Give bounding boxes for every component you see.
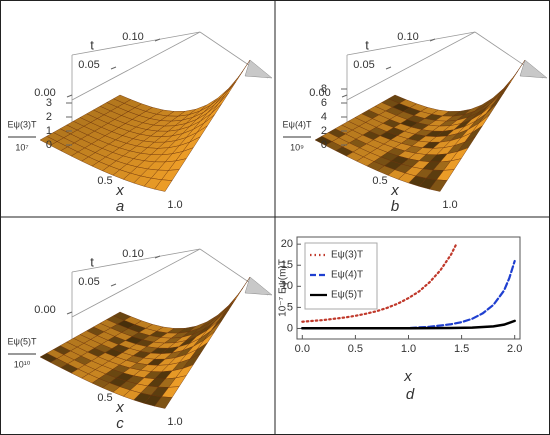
legend-label: Eψ(4)T: [331, 270, 363, 281]
series-line: [301, 259, 516, 330]
surface-flap: [519, 59, 548, 79]
surface-patch: [217, 298, 237, 322]
panel-label: c: [116, 415, 124, 432]
surface-patch: [496, 75, 515, 98]
t-tick-label: 0.10: [397, 31, 418, 43]
panel-label: d: [406, 386, 415, 403]
surface-patch: [154, 179, 173, 192]
x-tick-label: 0.5: [348, 343, 363, 355]
legend-label: Eψ(3)T: [331, 250, 363, 261]
x-tick-label: 2.0: [507, 343, 522, 355]
surface-patch: [224, 70, 244, 96]
z-axis-scale: 10⁹: [290, 142, 304, 152]
panel-label: a: [116, 198, 124, 215]
t-tick: [110, 283, 117, 287]
z-axis-scale: 10¹⁰: [14, 359, 31, 369]
y-tick-label: 15: [281, 259, 293, 271]
surface-patch: [492, 81, 512, 105]
z-axis-scale: 10⁷: [15, 142, 28, 152]
y-tick-label: 20: [281, 238, 293, 250]
z-tick-label: 2: [46, 111, 52, 123]
t-tick: [110, 66, 117, 70]
series-line: [301, 243, 458, 323]
x-axis-label: x: [115, 399, 124, 416]
box-edge: [346, 31, 476, 56]
t-tick: [341, 94, 348, 98]
t-tick: [66, 94, 73, 98]
z-tick-label: 0: [46, 139, 52, 151]
t-tick: [154, 255, 161, 259]
surface-patch: [154, 396, 173, 409]
t-tick-label: 0.00: [34, 87, 55, 99]
surface-flap: [244, 276, 273, 296]
surface-patch: [221, 292, 240, 315]
box-edge: [346, 31, 476, 101]
t-tick-label: 0.10: [122, 31, 143, 43]
t-tick: [385, 66, 392, 70]
box-edge: [71, 31, 201, 101]
z-tick-label: 8: [321, 83, 327, 95]
t-tick: [429, 38, 436, 42]
x-tick-label: 0.0: [295, 343, 310, 355]
box-edge: [71, 248, 201, 273]
legend-box: [304, 242, 378, 310]
t-tick-label: 0.00: [309, 87, 330, 99]
z-tick-label: 2: [321, 125, 327, 137]
z-tick-label: 1: [46, 125, 52, 137]
surface-patch: [499, 70, 519, 96]
t-tick-label: 0.05: [78, 59, 99, 71]
z-axis-label: Eψ(4)T: [283, 119, 312, 129]
x-tick-label: 1.0: [442, 199, 457, 211]
panel: 0.00 0.05 0.10 t 0.5 1.0 xa 0 1 2 3 Eψ(3)T 10⁷: [8, 31, 273, 215]
panel: 0.00 0.05 0.10 t 0.5 1.0 xb 0 2 4 6 8 Eψ(4)T 10⁹: [283, 31, 548, 215]
surface-patch: [214, 302, 233, 323]
t-tick-label: 0.00: [34, 304, 55, 316]
t-axis-label: t: [90, 37, 94, 52]
t-tick-label: 0.05: [78, 276, 99, 288]
z-tick-label: 6: [321, 97, 327, 109]
surface-patch: [221, 75, 240, 98]
box-edge: [71, 248, 201, 318]
y-tick-label: 0: [287, 322, 293, 334]
t-tick: [154, 38, 161, 42]
x-axis-label: x: [403, 368, 412, 385]
x-axis-label: x: [390, 182, 399, 199]
x-axis-label: x: [115, 182, 124, 199]
surface-patch: [224, 287, 244, 313]
surface-patch: [214, 85, 233, 106]
t-axis-label: t: [365, 37, 369, 52]
legend-label: Eψ(5)T: [331, 290, 363, 301]
panel: 0.0 0.5 1.0 1.5 2.0 0 5 10 15 20 Eψ(3)T Eψ(4)T Eψ(5)…: [278, 236, 522, 403]
surface-flap: [244, 59, 273, 79]
panel: 0.00 0.05 0.10 t 0.5 1.0 xc Eψ(5)T 10¹⁰: [8, 248, 273, 432]
surface-patch: [489, 85, 508, 106]
y-tick-label: 5: [287, 301, 293, 313]
panel-label: b: [391, 198, 399, 215]
x-tick-label: 1.0: [167, 199, 182, 211]
x-tick-label: 1.0: [167, 416, 182, 428]
x-tick-label: 1.5: [454, 343, 469, 355]
y-tick-label: 10: [281, 280, 293, 292]
z-axis-label: Eψ(5)T: [8, 336, 37, 346]
x-tick-label: 0.5: [372, 175, 387, 187]
box-edge: [71, 31, 201, 56]
z-tick-label: 3: [46, 97, 52, 109]
x-tick-label: 0.5: [97, 175, 112, 187]
t-axis-label: t: [90, 254, 94, 269]
z-tick-label: 4: [321, 111, 327, 123]
series-line: [301, 319, 516, 330]
x-tick-label: 0.5: [97, 392, 112, 404]
surface-patch: [429, 179, 448, 192]
t-tick-label: 0.10: [122, 248, 143, 260]
y-axis-label: 10⁻⁷ Eψ(m)T: [278, 259, 289, 317]
surface-patch: [217, 81, 237, 105]
z-axis-label: Eψ(3)T: [8, 119, 37, 129]
t-tick: [66, 311, 73, 315]
z-tick-label: 0: [321, 139, 327, 151]
t-tick-label: 0.05: [353, 59, 374, 71]
x-tick-label: 1.0: [401, 343, 416, 355]
